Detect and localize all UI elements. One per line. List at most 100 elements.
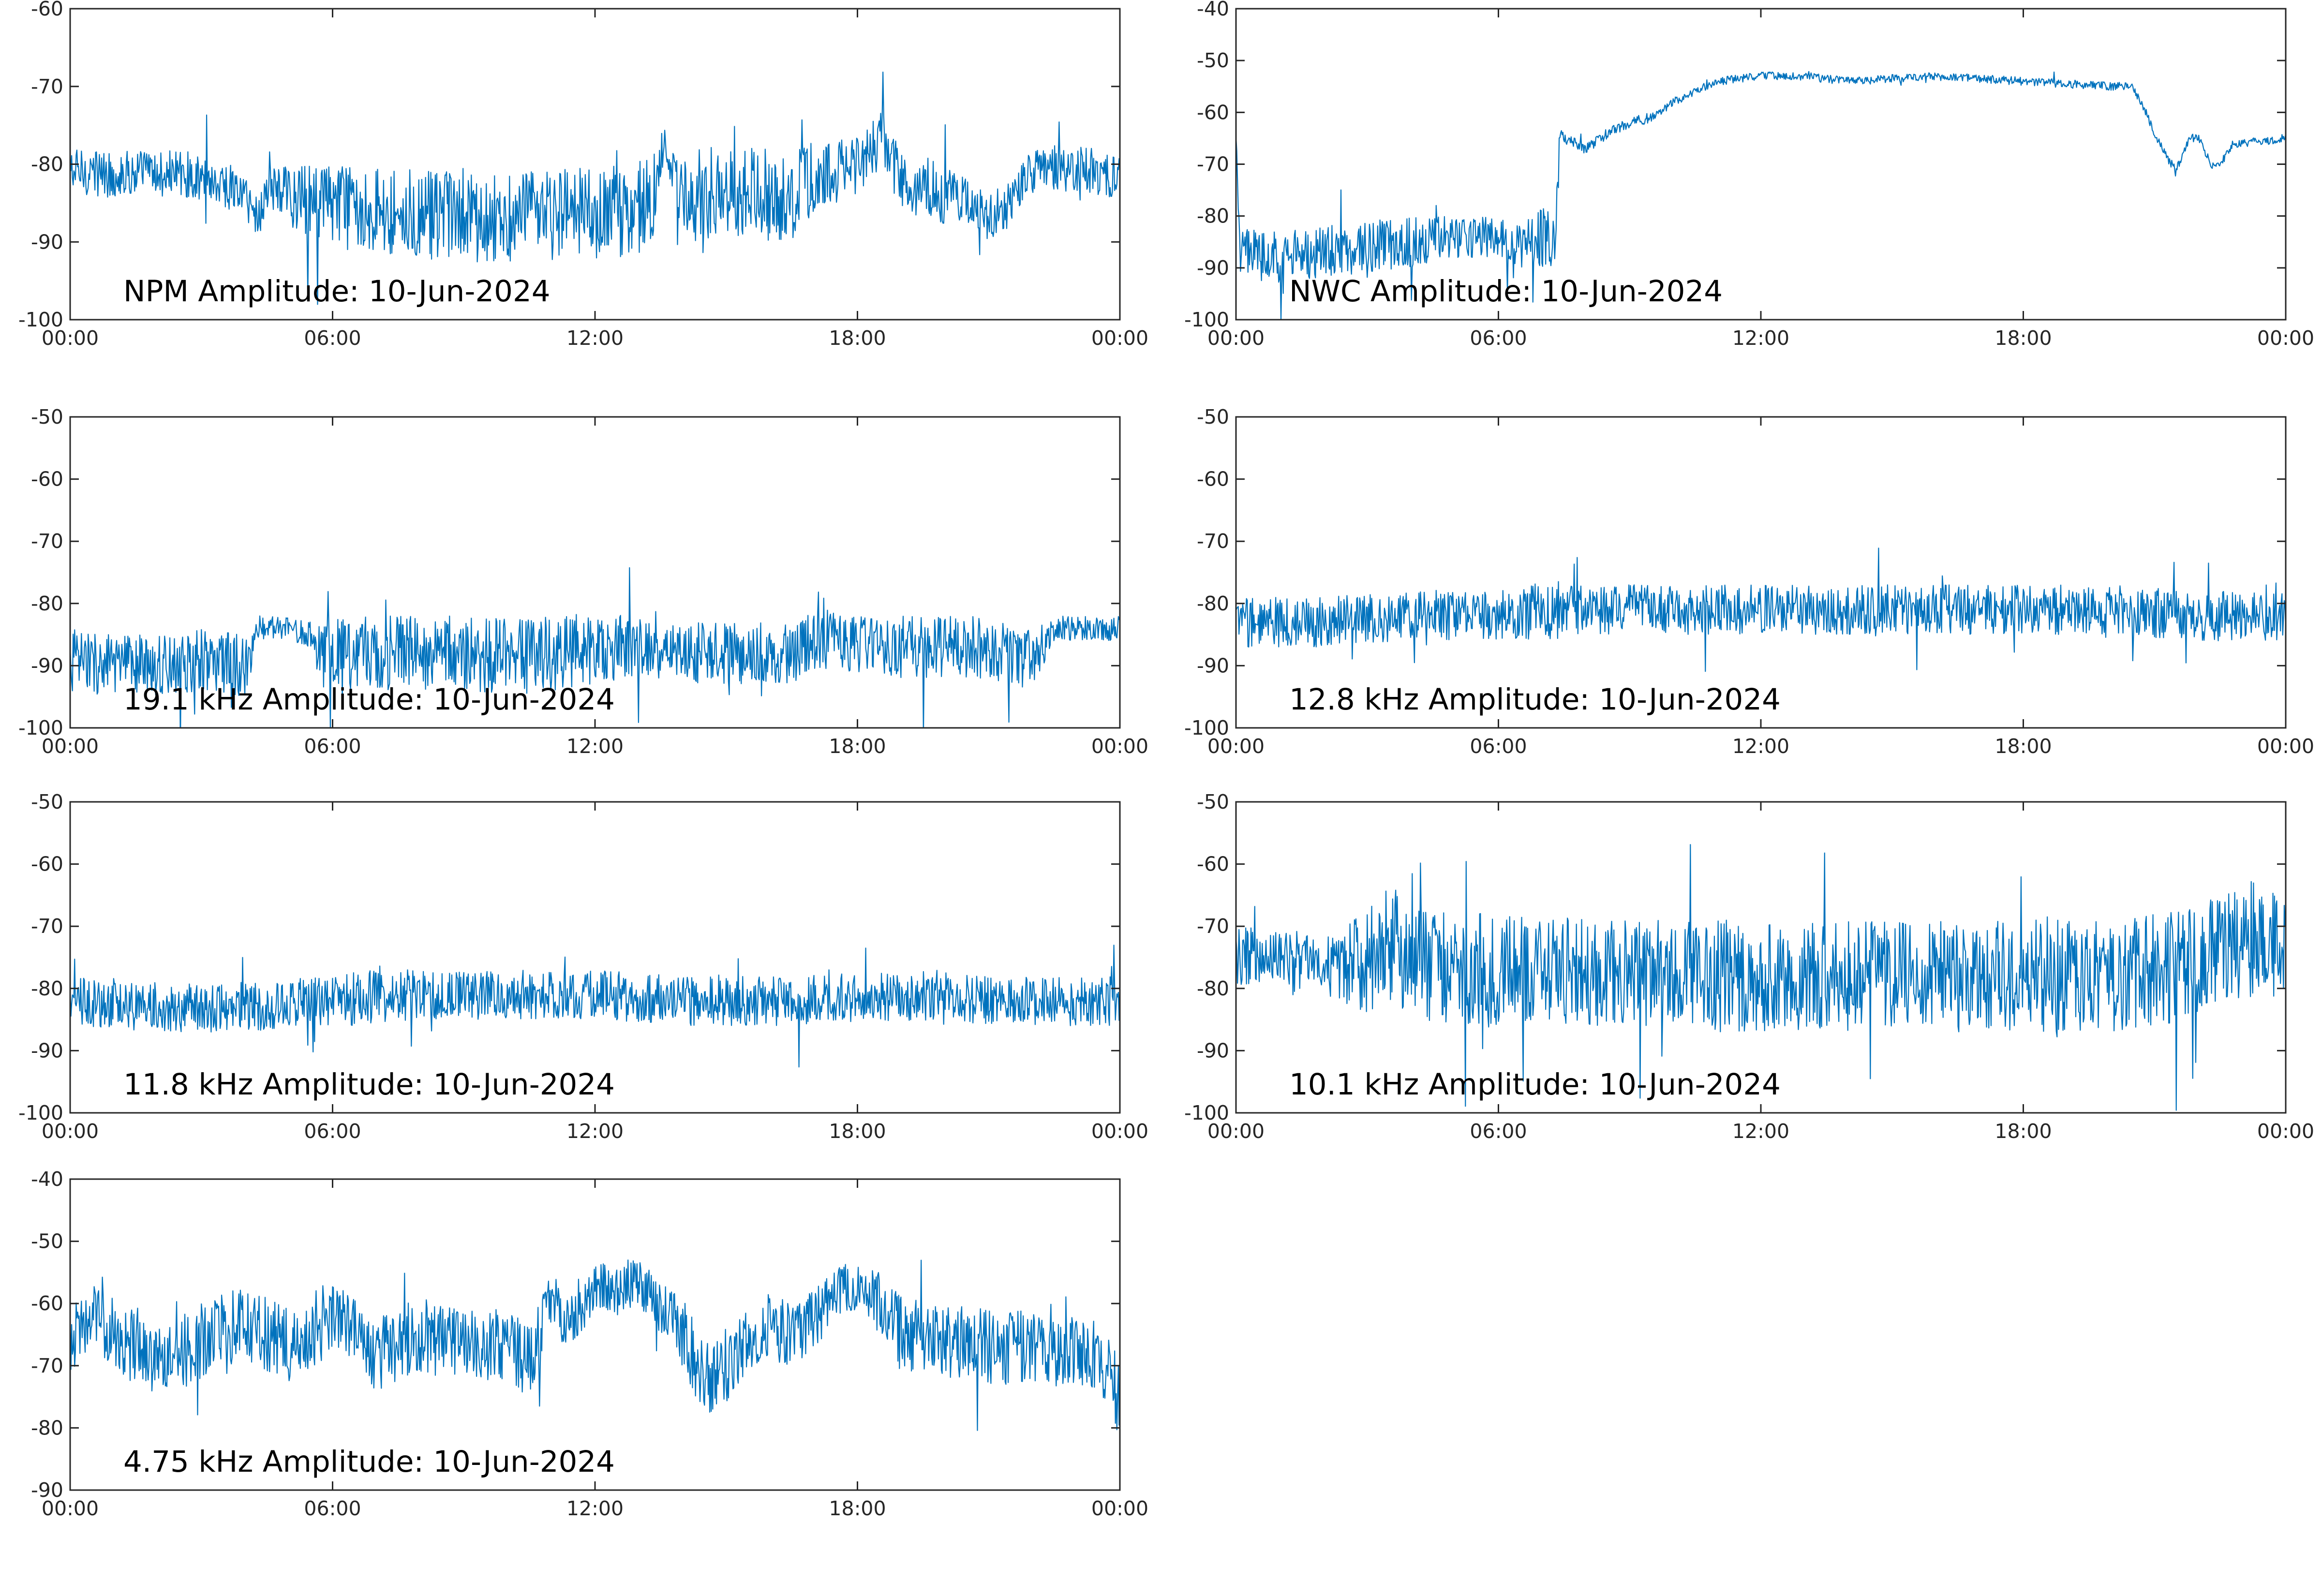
y-tick-label: -80 — [31, 592, 63, 615]
x-tick-label: 12:00 — [1732, 735, 1789, 758]
y-tick-label: -70 — [31, 915, 63, 938]
x-tick-label: 06:00 — [304, 1120, 361, 1143]
y-tick-label: -60 — [31, 1292, 63, 1315]
y-tick-label: -90 — [31, 1039, 63, 1062]
x-tick-label: 00:00 — [1207, 1120, 1265, 1143]
x-tick-label: 18:00 — [829, 1120, 886, 1143]
y-tick-label: -70 — [31, 1354, 63, 1377]
chart-title: 11.8 kHz Amplitude: 10-Jun-2024 — [123, 1067, 615, 1102]
x-tick-label: 00:00 — [42, 1120, 99, 1143]
y-tick-label: -60 — [31, 853, 63, 876]
x-tick-label: 12:00 — [1732, 326, 1789, 350]
y-tick-label: -100 — [18, 716, 63, 739]
x-tick-label: 06:00 — [1470, 735, 1527, 758]
x-tick-label: 12:00 — [566, 326, 624, 350]
y-tick-label: -60 — [1197, 101, 1229, 124]
x-tick-label: 00:00 — [1091, 1497, 1148, 1520]
y-tick-label: -60 — [31, 0, 63, 20]
x-tick-label: 12:00 — [566, 735, 624, 758]
axes-frame — [1235, 8, 2287, 321]
y-tick-label: -50 — [31, 1230, 63, 1253]
y-tick-label: -50 — [1197, 405, 1229, 429]
chart-title: 19.1 kHz Amplitude: 10-Jun-2024 — [123, 682, 615, 717]
y-tick-label: -50 — [1197, 49, 1229, 72]
series-line — [70, 567, 1120, 728]
y-tick-label: -60 — [1197, 468, 1229, 491]
y-tick-label: -80 — [1197, 592, 1229, 615]
y-tick-label: -80 — [31, 1416, 63, 1439]
chart-title: NWC Amplitude: 10-Jun-2024 — [1289, 274, 1723, 309]
series-line — [1236, 844, 2286, 1111]
x-tick-label: 00:00 — [42, 735, 99, 758]
axes-frame — [69, 8, 1121, 321]
x-tick-label: 06:00 — [304, 326, 361, 350]
x-tick-label: 00:00 — [42, 326, 99, 350]
y-tick-label: -90 — [1197, 256, 1229, 280]
chart-title: 12.8 kHz Amplitude: 10-Jun-2024 — [1289, 682, 1781, 717]
series-line — [70, 72, 1120, 305]
y-tick-label: -50 — [31, 790, 63, 813]
y-tick-label: -80 — [31, 977, 63, 1000]
y-tick-label: -40 — [31, 1167, 63, 1191]
y-tick-label: -70 — [1197, 153, 1229, 176]
y-tick-label: -50 — [1197, 790, 1229, 813]
y-tick-label: -80 — [1197, 977, 1229, 1000]
chart-title: NPM Amplitude: 10-Jun-2024 — [123, 274, 551, 309]
y-tick-label: -70 — [31, 530, 63, 553]
y-tick-label: -50 — [31, 405, 63, 429]
y-tick-label: -90 — [1197, 654, 1229, 677]
x-tick-label: 00:00 — [1091, 326, 1148, 350]
x-tick-label: 00:00 — [1207, 735, 1265, 758]
y-tick-label: -100 — [1184, 308, 1229, 331]
x-tick-label: 18:00 — [829, 735, 886, 758]
y-tick-label: -60 — [1197, 853, 1229, 876]
x-tick-label: 00:00 — [1091, 1120, 1148, 1143]
y-tick-label: -60 — [31, 468, 63, 491]
x-tick-label: 00:00 — [2257, 326, 2314, 350]
y-tick-label: -100 — [1184, 716, 1229, 739]
chart-title: 10.1 kHz Amplitude: 10-Jun-2024 — [1289, 1067, 1781, 1102]
x-tick-label: 12:00 — [566, 1120, 624, 1143]
series-line — [70, 1259, 1120, 1431]
x-tick-label: 18:00 — [1995, 326, 2052, 350]
series-line — [70, 945, 1120, 1068]
x-tick-label: 00:00 — [2257, 735, 2314, 758]
x-tick-label: 00:00 — [42, 1497, 99, 1520]
y-tick-label: -90 — [31, 654, 63, 677]
x-tick-label: 00:00 — [2257, 1120, 2314, 1143]
x-tick-label: 00:00 — [1091, 735, 1148, 758]
series-line — [1236, 71, 2286, 320]
x-tick-label: 18:00 — [1995, 1120, 2052, 1143]
y-tick-label: -80 — [31, 153, 63, 176]
x-tick-label: 06:00 — [1470, 1120, 1527, 1143]
y-tick-label: -90 — [31, 230, 63, 253]
x-tick-label: 06:00 — [304, 735, 361, 758]
y-tick-label: -100 — [18, 308, 63, 331]
y-tick-label: -40 — [1197, 0, 1229, 20]
x-tick-label: 18:00 — [829, 1497, 886, 1520]
y-tick-label: -90 — [1197, 1039, 1229, 1062]
x-tick-label: 06:00 — [304, 1497, 361, 1520]
chart-title: 4.75 kHz Amplitude: 10-Jun-2024 — [123, 1445, 615, 1479]
y-tick-label: -100 — [18, 1101, 63, 1124]
y-tick-label: -80 — [1197, 205, 1229, 228]
y-tick-label: -70 — [31, 75, 63, 98]
series-line — [1236, 547, 2286, 672]
axes-frame — [69, 801, 1121, 1114]
y-tick-label: -70 — [1197, 915, 1229, 938]
axes-frame — [1235, 416, 2287, 729]
y-tick-label: -70 — [1197, 530, 1229, 553]
x-tick-label: 06:00 — [1470, 326, 1527, 350]
axes-frame — [69, 416, 1121, 729]
x-tick-label: 00:00 — [1207, 326, 1265, 350]
y-tick-label: -90 — [31, 1478, 63, 1502]
x-tick-label: 12:00 — [1732, 1120, 1789, 1143]
